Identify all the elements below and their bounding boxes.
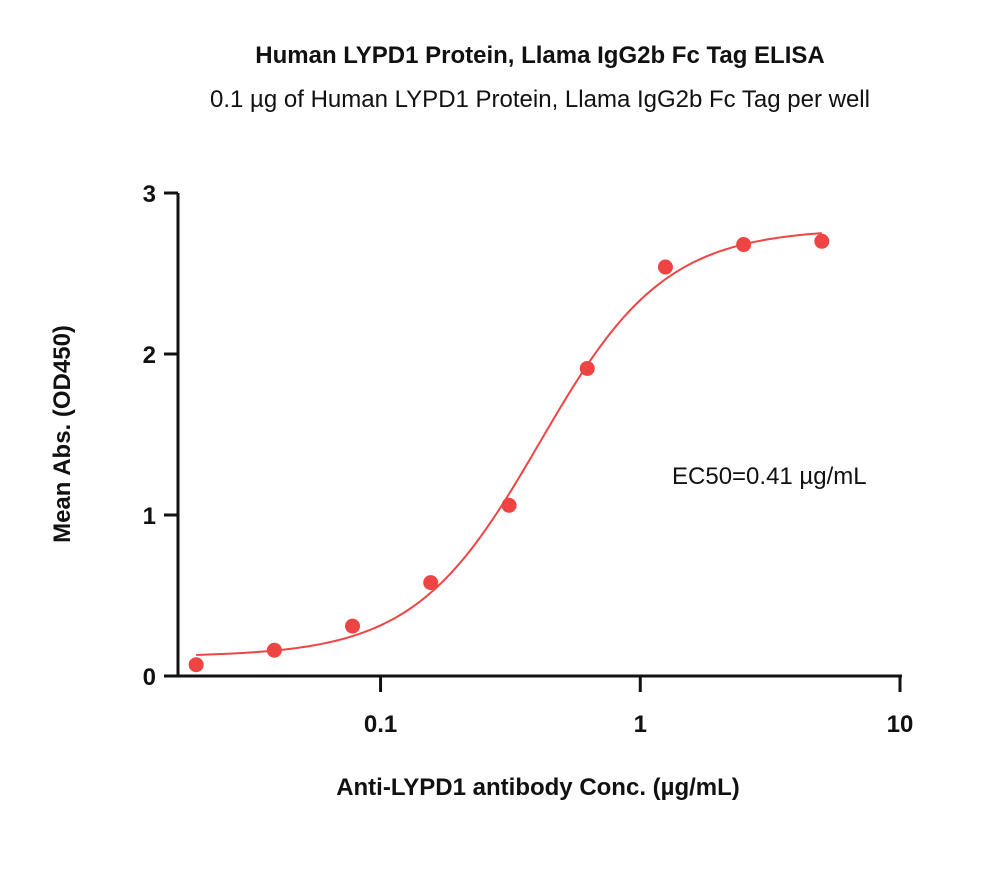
fit-curve-layer [196,232,822,656]
ec50-annotation: EC50=0.41 µg/mL [672,463,867,490]
data-point [345,618,361,634]
chart-title: Human LYPD1 Protein, Llama IgG2b Fc Tag … [255,42,824,69]
data-point [188,657,204,673]
chart-subtitle: 0.1 µg of Human LYPD1 Protein, Llama IgG… [210,86,870,113]
data-point [736,237,752,253]
x-tick-label: 1 [634,711,647,738]
y-tick-label: 1 [143,503,156,530]
fit-curve [196,232,822,656]
data-point [501,497,517,513]
y-tick-label: 2 [143,342,156,369]
y-tick-label: 3 [143,181,156,208]
x-tick-label: 10 [887,711,914,738]
x-tick-label: 0.1 [364,711,397,738]
data-point [814,233,830,249]
data-point [579,360,595,376]
x-axis-ticks: 0.1 1 10 [364,676,913,738]
data-point [423,575,439,591]
y-axis-ticks: 0 1 2 3 [143,181,178,691]
y-axis-label: Mean Abs. (OD450) [49,325,76,543]
data-point [266,642,282,658]
x-axis-label: Anti-LYPD1 antibody Conc. (µg/mL) [336,774,740,801]
y-tick-label: 0 [143,664,156,691]
data-point [657,259,673,275]
data-points-layer [188,233,830,673]
